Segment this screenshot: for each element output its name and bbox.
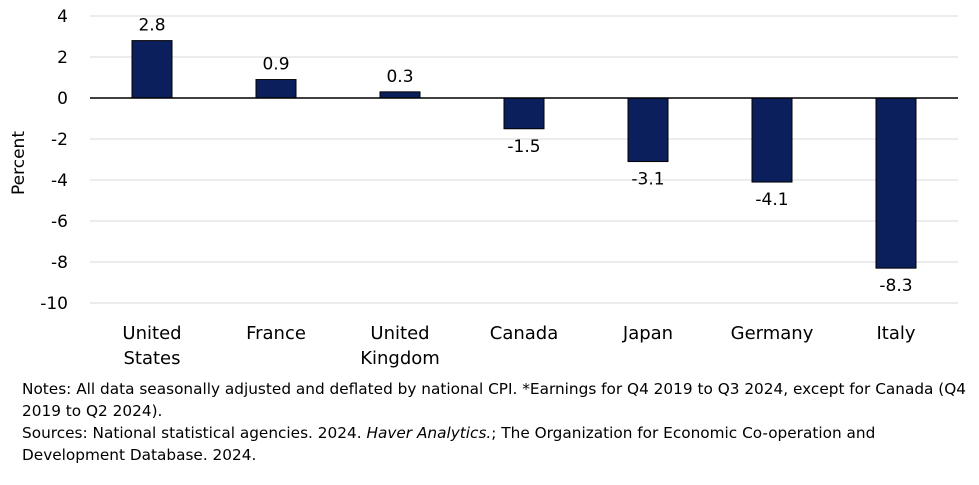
notes-text: Notes: All data seasonally adjusted and … <box>22 380 967 420</box>
bar <box>627 97 669 163</box>
y-tick-label: 0 <box>57 89 68 109</box>
y-axis-label: Percent <box>9 131 29 195</box>
data-label: 2.8 <box>138 16 165 36</box>
bar <box>131 40 173 99</box>
category-label: Canada <box>490 323 559 344</box>
y-tick-label: -4 <box>51 171 68 191</box>
category-label: States <box>123 348 180 369</box>
category-label: United <box>370 323 429 344</box>
y-tick-label: -8 <box>51 253 68 273</box>
sources-suffix: ; The Organization for Economic Co-opera… <box>22 424 876 464</box>
bar <box>875 97 917 269</box>
chart-notes: Notes: All data seasonally adjusted and … <box>22 378 972 466</box>
y-tick-label: -6 <box>51 212 68 232</box>
data-label: -8.3 <box>879 276 912 296</box>
data-label: 0.3 <box>386 67 413 87</box>
bar <box>503 97 545 130</box>
category-label: Italy <box>876 323 915 344</box>
bar <box>751 97 793 183</box>
sources-italic: Haver Analytics. <box>366 424 492 442</box>
category-label: Japan <box>622 323 673 344</box>
category-label: Germany <box>731 323 814 344</box>
category-label: France <box>246 323 306 344</box>
bar <box>255 79 297 99</box>
y-tick-label: -2 <box>51 130 68 150</box>
y-tick-label: -10 <box>40 294 68 314</box>
bar <box>379 91 421 99</box>
data-label: -3.1 <box>631 170 664 190</box>
category-labels: United States France United Kingdom Canada Jap… <box>122 323 915 369</box>
data-labels: 2.8 0.9 0.3 -1.5 -3.1 -4.1 -8.3 <box>138 16 912 297</box>
y-tick-label: 2 <box>57 48 68 68</box>
bar-chart: 4 2 0 -2 -4 -6 -8 -10 2.8 0.9 0.3 -1.5 -3.1 -4.1 -8.3… <box>9 7 958 369</box>
category-label: Kingdom <box>360 348 440 369</box>
category-label: United <box>122 323 181 344</box>
sources-text: Sources: National statistical agencies. … <box>22 422 972 466</box>
data-label: 0.9 <box>262 55 289 75</box>
gridlines <box>90 15 958 304</box>
data-label: -4.1 <box>755 190 788 210</box>
data-label: -1.5 <box>507 137 540 157</box>
y-tick-label: 4 <box>57 7 68 27</box>
y-axis-ticks: 4 2 0 -2 -4 -6 -8 -10 <box>40 7 68 314</box>
sources-prefix: Sources: National statistical agencies. … <box>22 424 367 442</box>
